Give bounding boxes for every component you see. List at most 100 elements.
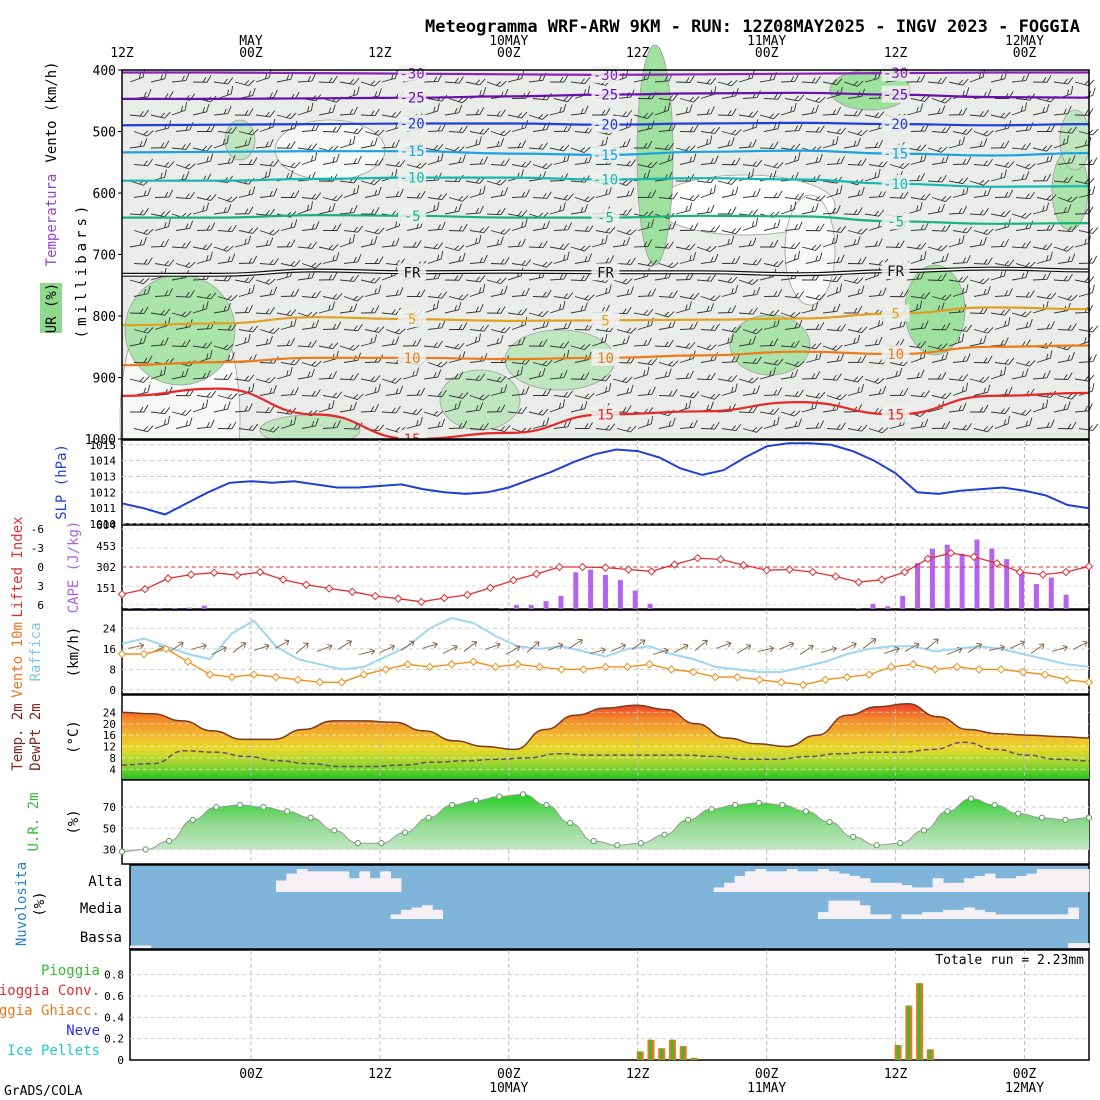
wind-arrows xyxy=(127,638,1088,655)
wind-barb xyxy=(360,305,380,314)
wind-barb xyxy=(486,335,504,347)
wind-barb xyxy=(973,130,994,137)
temp-tick-label: 20 xyxy=(103,718,116,731)
total-run-text: Totale run = 2.23mm xyxy=(935,953,1084,968)
wind-barb xyxy=(658,93,679,101)
wind-barb xyxy=(1057,224,1077,233)
top-tick-label: 12Z xyxy=(884,46,908,61)
wind-barb xyxy=(843,236,861,248)
wind-barb xyxy=(280,317,297,330)
wind-barb xyxy=(528,408,549,416)
wind-barb xyxy=(637,189,657,198)
wind-barb xyxy=(444,302,462,314)
wind-barb xyxy=(931,125,951,134)
bottom-tick-label: 12MAY xyxy=(1005,1081,1044,1096)
wind-barb xyxy=(343,393,364,401)
wind-barb xyxy=(423,201,440,215)
wind-barb xyxy=(192,104,210,116)
wind-barb xyxy=(486,179,507,186)
wind-barb xyxy=(528,142,548,150)
wind-barb xyxy=(213,245,234,252)
wind-barb xyxy=(448,420,468,429)
isotherm-label-bg xyxy=(881,345,910,363)
cloud-bar xyxy=(348,878,360,892)
wind-barb xyxy=(1053,245,1074,252)
cape-bar xyxy=(528,605,534,609)
wind-barb xyxy=(217,393,238,400)
wind-barb xyxy=(360,375,381,383)
wind-barb xyxy=(679,222,699,231)
wind-barb xyxy=(973,327,994,334)
wind-barb xyxy=(217,294,238,302)
label-wind-unit: (km/h) xyxy=(66,627,82,678)
wind-barb xyxy=(133,425,154,433)
wind-barb xyxy=(612,335,630,347)
wind-barb xyxy=(1011,102,1027,116)
wind-barb xyxy=(637,358,658,366)
li-point xyxy=(739,560,748,570)
wind-barb xyxy=(738,377,759,384)
cloud-bar xyxy=(880,882,892,892)
wind-barb xyxy=(234,403,253,413)
wind-barb xyxy=(297,143,318,151)
wind-barb xyxy=(826,127,847,135)
wind-barb xyxy=(742,188,761,198)
cloud-bar xyxy=(859,905,871,919)
wind-barb xyxy=(780,311,801,318)
li-point xyxy=(946,548,956,558)
cape-bar xyxy=(498,608,504,609)
wind-arrow xyxy=(274,639,290,649)
isotherm-label: -15 xyxy=(883,147,908,163)
wind-barb xyxy=(801,203,819,215)
wind-barb xyxy=(696,274,716,282)
wind-barb xyxy=(276,239,296,248)
wind-barb xyxy=(323,223,342,231)
wind-barb xyxy=(486,207,506,216)
wind-arrow xyxy=(1072,640,1088,650)
rh-point xyxy=(189,816,196,823)
cloud-bar xyxy=(1026,873,1038,892)
wind-barb xyxy=(364,326,385,333)
wind-barb xyxy=(910,251,927,264)
top-tick-label: 12Z xyxy=(626,46,650,61)
wind-arrow xyxy=(1051,644,1068,652)
wind-barb xyxy=(322,293,343,300)
wind-barb xyxy=(259,286,278,297)
wind-barb xyxy=(150,406,171,415)
li-point xyxy=(624,565,633,574)
wind-point xyxy=(271,672,281,682)
wind-barb xyxy=(847,326,868,334)
wind-barb xyxy=(402,240,422,248)
li-tick-label: 3 xyxy=(37,580,44,593)
wind-arrow xyxy=(358,648,375,655)
humidity-contour xyxy=(224,119,256,161)
wind-barb xyxy=(511,160,532,168)
li-point xyxy=(278,575,288,584)
wind-arrow xyxy=(568,638,583,649)
humidity-contour xyxy=(439,369,521,431)
wind-barb xyxy=(700,295,721,302)
wind-barb xyxy=(381,110,402,118)
wind-barb xyxy=(339,303,358,314)
wind-barb xyxy=(322,153,340,165)
wind-barb xyxy=(171,102,187,116)
li-point xyxy=(371,591,380,601)
wind-barb xyxy=(255,335,273,347)
label-millibars: (millibars) xyxy=(74,202,90,339)
wind-barb xyxy=(381,336,400,347)
wind-barb xyxy=(1032,75,1052,83)
wind-barb xyxy=(595,226,616,234)
wind-barb xyxy=(633,337,652,347)
pressure-tick-label: 1000 xyxy=(85,433,116,448)
wind-arrow xyxy=(988,644,1005,651)
wind-barb xyxy=(129,208,149,216)
wind-barb xyxy=(1036,350,1053,363)
wind-barb xyxy=(192,75,212,83)
isotherm-label: -10 xyxy=(399,171,424,187)
wind-barb xyxy=(990,111,1011,119)
temperature-area xyxy=(122,703,1089,779)
wind-barb xyxy=(486,109,506,117)
wind-barb xyxy=(675,341,696,349)
isotherm-label: -15 xyxy=(593,148,618,164)
wind-barb xyxy=(952,353,971,363)
